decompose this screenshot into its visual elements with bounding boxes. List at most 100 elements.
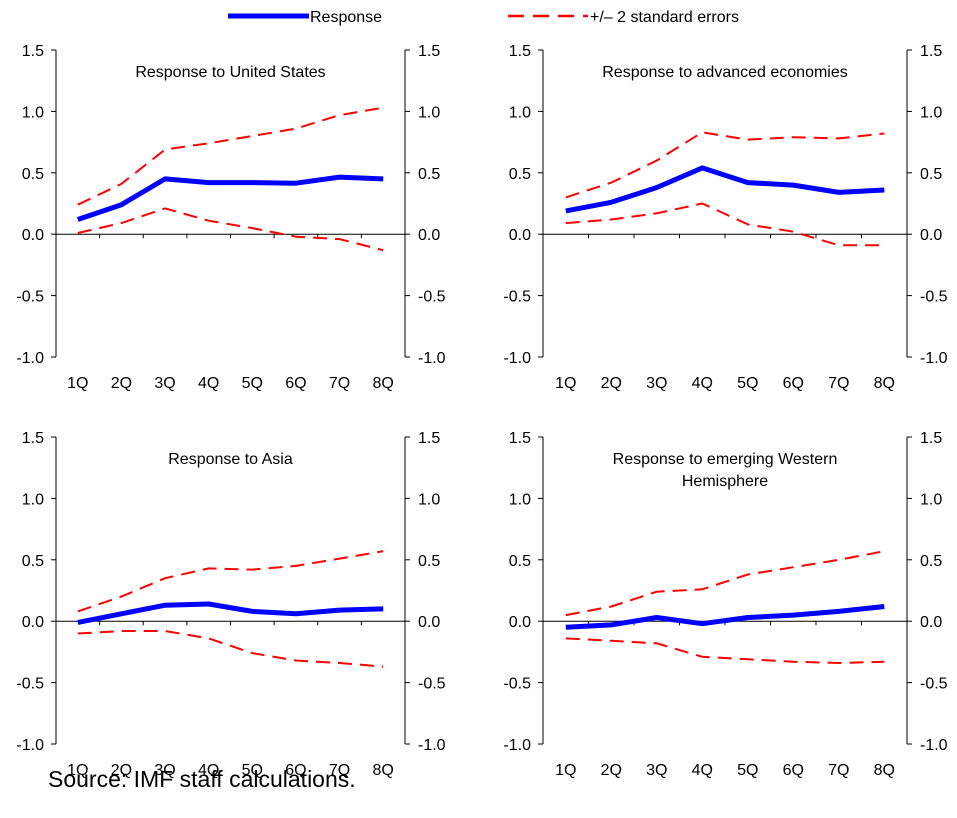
y-tick-label-left: -1.0 [16, 737, 44, 754]
y-tick-label-left: 0.0 [509, 614, 531, 631]
y-tick-label-right: -1.0 [418, 737, 446, 754]
y-tick-label-right: 1.5 [418, 430, 440, 447]
x-tick-label: 4Q [198, 762, 219, 779]
x-tick-label: 2Q [601, 375, 622, 392]
x-tick-label: 7Q [828, 375, 849, 392]
y-tick-label-left: 0.0 [22, 614, 44, 631]
chart-panel-2: -1.0 -1.0 -0.5 -0.5 0.0 0.0 0.5 0.5 1.0 1.0 1.5 1.5… [503, 43, 947, 392]
x-tick-label: 7Q [828, 762, 849, 779]
y-tick-label-left: -0.5 [503, 289, 531, 306]
y-tick-label-right: 0.5 [920, 553, 942, 570]
x-tick-label: 1Q [67, 375, 88, 392]
y-tick-label-right: -1.0 [920, 737, 948, 754]
y-tick-label-left: 1.5 [22, 43, 44, 60]
y-tick-label-right: 0.5 [418, 553, 440, 570]
response-line [565, 604, 885, 630]
y-tick-label-right: 1.0 [418, 104, 440, 121]
y-tick-label-left: -0.5 [16, 676, 44, 693]
standard-error-line [565, 131, 885, 199]
y-tick-label-right: 1.5 [920, 430, 942, 447]
y-tick-label-right: 1.5 [418, 43, 440, 60]
y-tick-label-left: 0.5 [509, 166, 531, 183]
y-tick-label-left: 1.0 [509, 491, 531, 508]
y-tick-label-left: 1.0 [509, 104, 531, 121]
y-tick-label-left: 0.0 [22, 227, 44, 244]
y-tick-label-left: -1.0 [503, 350, 531, 367]
y-tick-label-right: 0.0 [920, 227, 942, 244]
panel-title: Response to emerging Western [613, 451, 838, 468]
x-tick-label: 6Q [783, 762, 804, 779]
y-tick-label-right: 0.0 [418, 614, 440, 631]
y-tick-label-right: -0.5 [418, 289, 446, 306]
y-tick-label-right: 0.5 [920, 166, 942, 183]
y-tick-label-right: -0.5 [920, 676, 948, 693]
response-line [77, 601, 384, 625]
x-tick-label: 3Q [646, 762, 667, 779]
x-tick-label: 7Q [329, 762, 350, 779]
y-tick-label-left: 0.5 [22, 553, 44, 570]
response-line [565, 165, 885, 214]
x-tick-label: 8Q [874, 762, 895, 779]
legend: Response +/– 2 standard errors [228, 9, 739, 26]
x-tick-label: 1Q [67, 762, 88, 779]
x-tick-label: 5Q [242, 762, 263, 779]
standard-error-line [565, 550, 885, 617]
standard-error-line [77, 550, 384, 613]
response-line [76, 174, 384, 222]
x-tick-label: 8Q [373, 375, 394, 392]
y-tick-label-left: 1.5 [509, 430, 531, 447]
panel-title: Response to United States [135, 64, 325, 81]
y-tick-label-right: -0.5 [920, 289, 948, 306]
y-tick-label-left: -0.5 [16, 289, 44, 306]
y-tick-label-right: -1.0 [920, 350, 948, 367]
x-tick-label: 2Q [601, 762, 622, 779]
x-tick-label: 8Q [373, 762, 394, 779]
standard-error-line [565, 202, 885, 247]
y-tick-label-right: 0.0 [418, 227, 440, 244]
x-tick-label: 2Q [111, 375, 132, 392]
y-tick-label-right: 1.0 [418, 491, 440, 508]
x-tick-label: 6Q [285, 762, 306, 779]
x-tick-label: 1Q [555, 762, 576, 779]
x-tick-label: 7Q [329, 375, 350, 392]
y-tick-label-right: 1.0 [920, 491, 942, 508]
x-tick-label: 1Q [555, 375, 576, 392]
standard-error-line [77, 106, 384, 206]
y-tick-label-right: 0.5 [418, 166, 440, 183]
y-tick-label-right: -1.0 [418, 350, 446, 367]
standard-error-line [77, 630, 384, 668]
panel-title: Response to Asia [168, 451, 293, 468]
chart-panel-3: -1.0 -1.0 -0.5 -0.5 0.0 0.0 0.5 0.5 1.0 1.0 1.5 1.5… [16, 430, 445, 779]
panel-title: Response to advanced economies [602, 64, 848, 81]
chart-panel-4: -1.0 -1.0 -0.5 -0.5 0.0 0.0 0.5 0.5 1.0 1.0 1.5 1.5… [503, 430, 947, 779]
x-tick-label: 3Q [154, 762, 175, 779]
y-tick-label-left: -1.0 [503, 737, 531, 754]
chart-panel-1: -1.0 -1.0 -0.5 -0.5 0.0 0.0 0.5 0.5 1.0 1.0 1.5 1.5… [16, 43, 445, 392]
x-tick-label: 4Q [198, 375, 219, 392]
standard-error-line [565, 637, 885, 664]
x-tick-label: 5Q [242, 375, 263, 392]
legend-se-label: +/– 2 standard errors [590, 9, 739, 26]
legend-response-label: Response [310, 9, 382, 26]
x-tick-label: 5Q [737, 762, 758, 779]
chart-panels: -1.0 -1.0 -0.5 -0.5 0.0 0.0 0.5 0.5 1.0 1.0 1.5 1.5… [16, 43, 947, 779]
y-tick-label-left: 0.0 [509, 227, 531, 244]
panel-title: Hemisphere [682, 473, 768, 490]
y-tick-label-left: 0.5 [22, 166, 44, 183]
y-tick-label-left: -1.0 [16, 350, 44, 367]
y-tick-label-right: 1.0 [920, 104, 942, 121]
y-tick-label-left: 1.0 [22, 491, 44, 508]
y-tick-label-right: -0.5 [418, 676, 446, 693]
x-tick-label: 3Q [646, 375, 667, 392]
x-tick-label: 3Q [154, 375, 175, 392]
y-tick-label-left: 1.0 [22, 104, 44, 121]
x-tick-label: 6Q [285, 375, 306, 392]
x-tick-label: 2Q [111, 762, 132, 779]
x-tick-label: 5Q [737, 375, 758, 392]
x-tick-label: 4Q [692, 375, 713, 392]
y-tick-label-right: 0.0 [920, 614, 942, 631]
source-note: Source: IMF staff calculations. [48, 766, 356, 792]
x-tick-label: 8Q [874, 375, 895, 392]
y-tick-label-left: 0.5 [509, 553, 531, 570]
